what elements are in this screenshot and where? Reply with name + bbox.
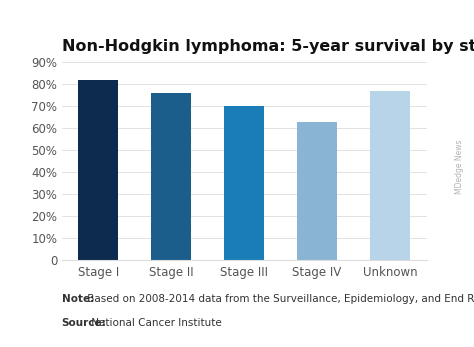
Bar [151, 93, 191, 260]
Text: Note:: Note: [62, 294, 94, 304]
Bar [224, 107, 264, 260]
Text: MDedge News: MDedge News [456, 139, 464, 194]
Bar [297, 122, 337, 260]
Bar [370, 91, 410, 260]
Text: Non-Hodgkin lymphoma: 5-year survival by stage at diagnosis: Non-Hodgkin lymphoma: 5-year survival by… [62, 39, 474, 54]
Text: Source:: Source: [62, 318, 106, 328]
Bar [78, 80, 118, 260]
Text: Based on 2008-2014 data from the Surveillance, Epidemiology, and End Results Pro: Based on 2008-2014 data from the Surveil… [84, 294, 474, 304]
Text: National Cancer Institute: National Cancer Institute [88, 318, 221, 328]
